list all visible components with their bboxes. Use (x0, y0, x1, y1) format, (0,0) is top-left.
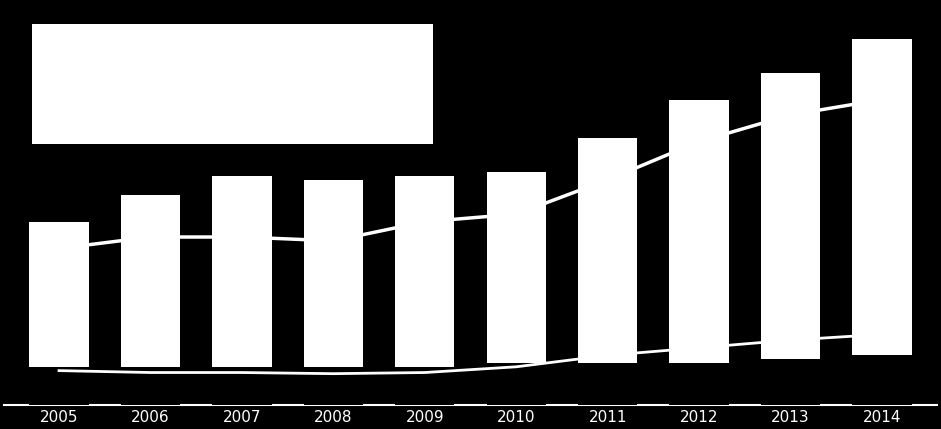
Bar (486, 172, 546, 405)
Bar (486, 363, 546, 405)
Text: 4,1%: 4,1% (38, 224, 80, 239)
Text: 7,6%: 7,6% (770, 91, 812, 106)
Bar (304, 367, 363, 405)
Bar (669, 363, 729, 405)
Text: 4,8%: 4,8% (404, 197, 446, 212)
Text: 5,0%: 5,0% (495, 190, 537, 205)
Bar (212, 176, 272, 405)
Text: 4,4%: 4,4% (221, 212, 263, 227)
Bar (853, 39, 912, 405)
Bar (761, 73, 821, 405)
Text: 8,0%: 8,0% (861, 75, 903, 90)
Bar (761, 359, 821, 405)
Bar (212, 367, 272, 405)
Bar (304, 180, 363, 405)
Text: 4,4%: 4,4% (130, 212, 171, 227)
Bar (29, 222, 88, 405)
Bar (669, 100, 729, 405)
Bar (853, 355, 912, 405)
Bar (578, 138, 637, 405)
FancyBboxPatch shape (32, 24, 433, 145)
Text: 5,9%: 5,9% (586, 155, 629, 170)
Bar (578, 363, 637, 405)
Bar (29, 367, 88, 405)
Text: 6,9%: 6,9% (678, 117, 720, 132)
Bar (120, 195, 180, 405)
Bar (395, 176, 455, 405)
Text: 4,3%: 4,3% (312, 216, 355, 231)
Bar (120, 367, 180, 405)
Bar (395, 367, 455, 405)
